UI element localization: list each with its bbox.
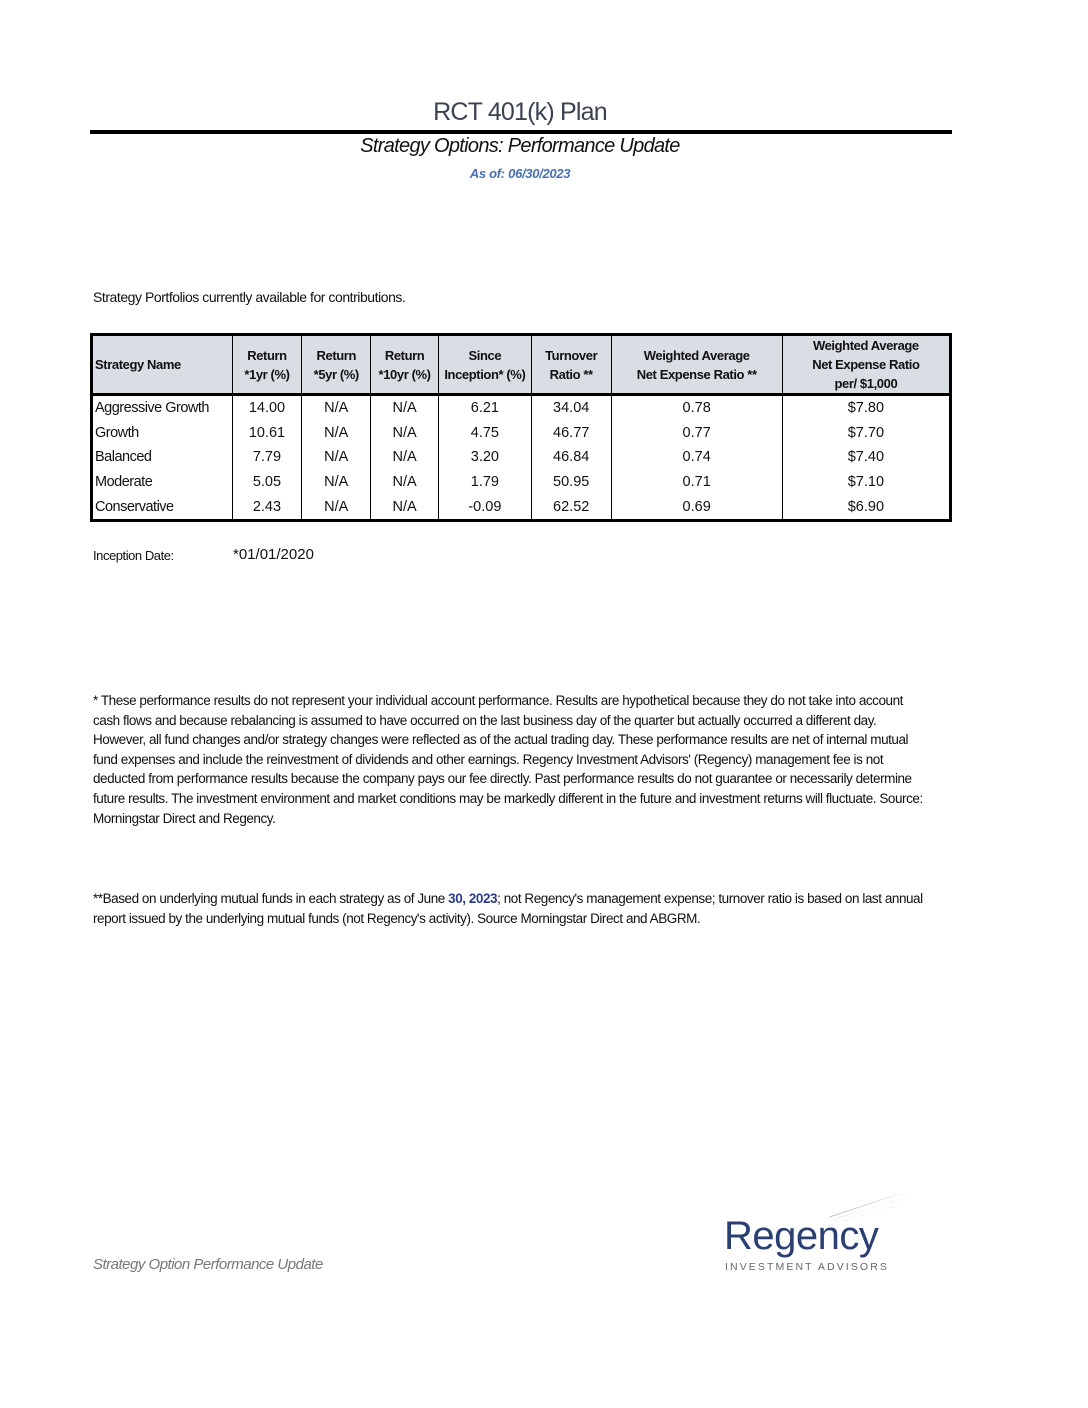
column-header-line: Ratio ** xyxy=(549,366,593,382)
table-cell: 62.52 xyxy=(530,494,612,521)
column-header: Return *10yr (%) xyxy=(370,334,439,396)
footnote-line: report issued by the underlying mutual f… xyxy=(93,910,701,926)
footer-text: Strategy Option Performance Update xyxy=(93,1256,323,1273)
table-cell: 0.71 xyxy=(610,469,783,495)
column-header: Return *1yr (%) xyxy=(231,334,303,396)
table-cell: $6.90 xyxy=(781,494,952,521)
column-header-line: Return xyxy=(316,347,357,363)
table-cell: 46.84 xyxy=(530,445,612,470)
table-cell: 0.77 xyxy=(610,420,783,446)
table-cell: N/A xyxy=(301,469,372,495)
table-row: Growth 10.61 N/A N/A 4.75 46.77 0.77 $7.70 xyxy=(91,420,952,446)
table-cell: 7.79 xyxy=(231,445,303,470)
logo-wordmark: Regency xyxy=(724,1214,879,1258)
column-header-line: Turnover xyxy=(545,347,598,363)
as-of-date: As of: 06/30/2023 xyxy=(469,166,571,181)
column-header-line: Weighted Average xyxy=(812,338,919,353)
table-cell: 10.61 xyxy=(231,420,303,446)
column-header-line: per/ $1,000 xyxy=(834,376,898,391)
table-row: Conservative 2.43 N/A N/A -0.09 62.52 0.69 $6.9… xyxy=(91,494,952,521)
table-cell: $7.40 xyxy=(781,445,952,470)
footnote-line: future results. The investment environme… xyxy=(93,790,923,806)
strategy-name-cell: Balanced xyxy=(91,445,233,470)
table-cell: N/A xyxy=(370,420,439,446)
strategy-name-cell: Growth xyxy=(91,420,233,446)
table-cell: N/A xyxy=(370,445,439,470)
table-cell: N/A xyxy=(301,394,372,421)
footnote-line: fund expenses and include the reinvestme… xyxy=(93,751,884,767)
table-cell: 2.43 xyxy=(231,494,303,521)
footnote-date: 30, 2023 xyxy=(448,891,498,906)
column-header-line: Weighted Average xyxy=(643,347,750,363)
performance-table: Strategy Name Return *1yr (%) Return *5yr (%… xyxy=(90,333,952,522)
logo-tagline: INVESTMENT ADVISORS xyxy=(725,1261,889,1273)
column-header-line: *5yr (%) xyxy=(313,366,360,382)
inception-date: *01/01/2020 xyxy=(233,546,314,563)
table-cell: 5.05 xyxy=(231,469,303,495)
column-header-line: Net Expense Ratio ** xyxy=(636,366,757,382)
column-header-line: Since xyxy=(468,347,502,363)
table-cell: N/A xyxy=(370,469,439,495)
inception-label: Inception Date: xyxy=(93,548,174,563)
column-header: Turnover Ratio ** xyxy=(530,334,612,396)
column-header: Return *5yr (%) xyxy=(301,334,372,396)
table-cell: 0.78 xyxy=(610,394,783,421)
table-cell: N/A xyxy=(301,445,372,470)
table-cell: $7.10 xyxy=(781,469,952,495)
column-header: Weighted Average Net Expense Ratio per/ $1… xyxy=(781,334,952,396)
footnote-line: However, all fund changes and/or strateg… xyxy=(93,732,909,748)
footnote-line: deducted from performance results becaus… xyxy=(93,771,912,787)
column-header: Weighted Average Net Expense Ratio ** xyxy=(610,334,783,396)
table-cell: N/A xyxy=(370,494,439,521)
table-row: Moderate 5.05 N/A N/A 1.79 50.95 0.71 $7.10 xyxy=(91,469,952,495)
table-cell: -0.09 xyxy=(437,494,532,521)
column-header-line: Net Expense Ratio xyxy=(812,357,920,372)
column-header: Strategy Name xyxy=(91,334,233,396)
table-cell: 0.69 xyxy=(610,494,783,521)
table-cell: 4.75 xyxy=(437,420,532,446)
footnote-text: ; not Regency's management expense; turn… xyxy=(497,891,923,906)
table-cell: 6.21 xyxy=(437,394,532,421)
column-header: Since Inception* (%) xyxy=(437,334,532,396)
page-title: RCT 401(k) Plan xyxy=(433,98,608,126)
table-cell: N/A xyxy=(301,420,372,446)
strategy-name-cell: Moderate xyxy=(91,469,233,495)
table-cell: 0.74 xyxy=(610,445,783,470)
table-cell: 46.77 xyxy=(530,420,612,446)
performance-disclaimer: * These performance results do not repre… xyxy=(93,691,963,828)
column-header-line: *10yr (%) xyxy=(378,366,431,382)
table-cell: $7.70 xyxy=(781,420,952,446)
table-cell: N/A xyxy=(301,494,372,521)
strategy-name-cell: Aggressive Growth xyxy=(91,394,233,421)
table-row: Balanced 7.79 N/A N/A 3.20 46.84 0.74 $7.40 xyxy=(91,445,952,470)
table-cell: $7.80 xyxy=(781,394,952,421)
title-divider xyxy=(90,130,952,134)
table-cell: N/A xyxy=(370,394,439,421)
footnote-line: Morningstar Direct and Regency. xyxy=(93,810,276,826)
footnote-line: **Based on underlying mutual funds in ea… xyxy=(93,889,963,909)
column-header-line: Inception* (%) xyxy=(444,366,526,382)
column-header-line: *1yr (%) xyxy=(244,366,290,382)
table-cell: 50.95 xyxy=(530,469,612,495)
footnote-line: cash flows and because rebalancing is as… xyxy=(93,712,877,728)
logo-swoosh-icon xyxy=(827,1191,908,1221)
footnote-text: **Based on underlying mutual funds in ea… xyxy=(93,891,449,906)
column-header-line: Strategy Name xyxy=(95,357,181,372)
column-header-line: Return xyxy=(384,347,425,363)
table-cell: 1.79 xyxy=(437,469,532,495)
expense-footnote: **Based on underlying mutual funds in ea… xyxy=(93,889,963,928)
table-header-row: Strategy Name Return *1yr (%) Return *5yr (%… xyxy=(91,334,952,396)
table-cell: 3.20 xyxy=(437,445,532,470)
page-subtitle: Strategy Options: Performance Update xyxy=(360,135,680,157)
table-cell: 14.00 xyxy=(231,394,303,421)
table-cell: 34.04 xyxy=(530,394,612,421)
regency-logo: Regency INVESTMENT ADVISORS xyxy=(722,1188,917,1278)
table-row: Aggressive Growth 14.00 N/A N/A 6.21 34.04 0.7… xyxy=(91,394,952,421)
column-header-line: Return xyxy=(247,347,287,363)
footnote-line: * These performance results do not repre… xyxy=(93,693,903,708)
strategy-name-cell: Conservative xyxy=(91,494,233,521)
intro-text: Strategy Portfolios currently available … xyxy=(93,289,406,305)
